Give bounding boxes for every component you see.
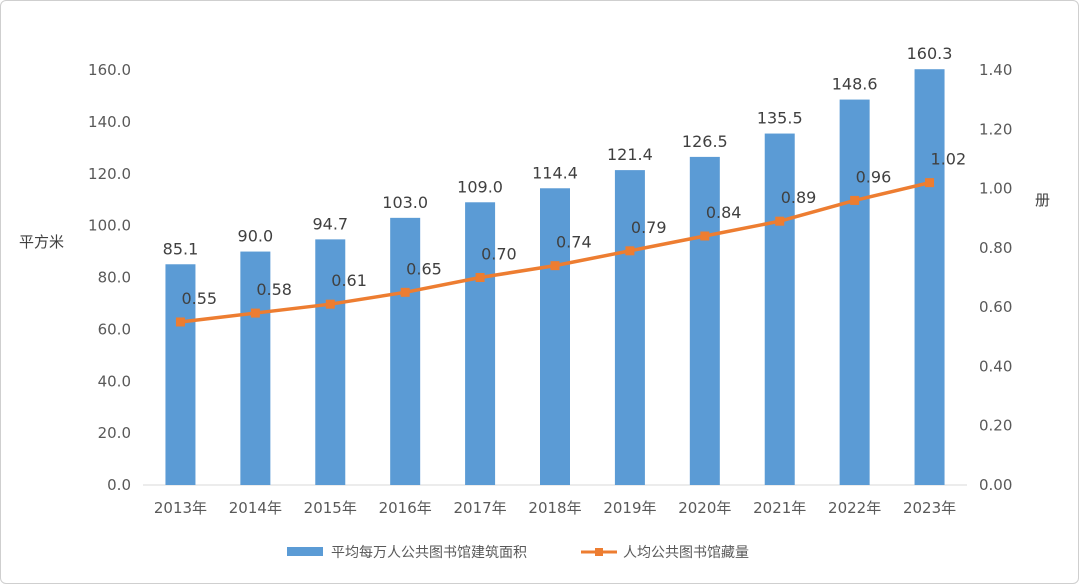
x-axis-tick-label: 2023年 bbox=[903, 499, 956, 517]
bar-value-label: 85.1 bbox=[163, 239, 199, 258]
x-axis-tick-label: 2013年 bbox=[154, 499, 207, 517]
right-axis-tick-label: 1.00 bbox=[979, 180, 1012, 198]
legend-label-bar: 平均每万人公共图书馆建筑面积 bbox=[331, 545, 527, 561]
line-value-label: 0.55 bbox=[181, 289, 217, 308]
bar-value-label: 94.7 bbox=[312, 214, 348, 233]
bar bbox=[914, 69, 945, 486]
line-value-label: 0.89 bbox=[781, 188, 817, 207]
x-axis-tick-label: 2020年 bbox=[678, 499, 731, 517]
line-marker bbox=[850, 195, 860, 205]
left-axis-tick-label: 20.0 bbox=[98, 424, 131, 442]
right-axis-tick-label: 0.20 bbox=[979, 417, 1012, 435]
left-axis-tick-label: 0.0 bbox=[107, 476, 131, 494]
left-axis-tick-label: 120.0 bbox=[88, 165, 131, 183]
x-axis-tick-label: 2017年 bbox=[453, 499, 506, 517]
line-series bbox=[175, 178, 935, 327]
line-marker bbox=[700, 231, 710, 241]
line-value-label: 0.61 bbox=[331, 271, 367, 290]
right-axis-tick-label: 0.40 bbox=[979, 357, 1012, 375]
x-axis-tick-label: 2014年 bbox=[229, 499, 282, 517]
legend-label-line: 人均公共图书馆藏量 bbox=[623, 545, 749, 561]
line-marker bbox=[400, 287, 410, 297]
bar bbox=[315, 239, 346, 485]
bar-value-label: 103.0 bbox=[382, 193, 428, 212]
bar bbox=[614, 170, 645, 485]
right-axis-tick-label: 0.80 bbox=[979, 239, 1012, 257]
legend-swatch-line-marker bbox=[595, 548, 603, 556]
bar-value-label: 148.6 bbox=[832, 75, 878, 94]
right-axis-tick-label: 0.00 bbox=[979, 476, 1012, 494]
line-marker bbox=[925, 178, 935, 188]
left-axis-title: 平方米 bbox=[19, 233, 64, 251]
line-value-label: 1.02 bbox=[931, 150, 967, 169]
bar-value-label: 114.4 bbox=[532, 163, 578, 182]
bar bbox=[839, 99, 870, 485]
left-axis-ticks: 0.0 20.0 40.0 60.0 80.0 100.0 120.0 140.0 160.0 bbox=[88, 61, 131, 494]
bar bbox=[540, 188, 570, 485]
line-value-label: 0.74 bbox=[556, 233, 592, 252]
line-value-label: 0.96 bbox=[856, 167, 892, 186]
bar-value-label: 126.5 bbox=[682, 132, 728, 151]
bar bbox=[689, 156, 720, 485]
right-axis-tick-label: 1.20 bbox=[979, 120, 1012, 138]
line-value-label: 0.84 bbox=[706, 203, 742, 222]
bar-value-label: 121.4 bbox=[607, 145, 653, 164]
x-axis-tick-label: 2019年 bbox=[603, 499, 656, 517]
right-axis-tick-label: 1.40 bbox=[979, 61, 1012, 79]
bar-value-label: 90.0 bbox=[238, 227, 274, 246]
line-data-labels: 0.55 0.58 0.61 0.65 0.70 0.74 0.79 0.84 0.89 0.96… bbox=[181, 150, 966, 308]
bar-data-labels: 85.1 90.0 94.7 103.0 109.0 114.4 121.4 126.5 135… bbox=[163, 44, 953, 258]
bar bbox=[764, 133, 795, 485]
line-marker bbox=[625, 246, 635, 256]
bar bbox=[240, 251, 271, 485]
bar-value-label: 109.0 bbox=[457, 177, 503, 196]
bar bbox=[165, 264, 196, 485]
x-axis-tick-label: 2015年 bbox=[304, 499, 357, 517]
line-marker bbox=[775, 216, 785, 226]
left-axis-tick-label: 60.0 bbox=[98, 320, 131, 338]
x-axis-tick-label: 2021年 bbox=[753, 499, 806, 517]
line-marker bbox=[175, 317, 185, 327]
bar bbox=[390, 217, 421, 485]
line-value-label: 0.58 bbox=[256, 280, 292, 299]
bar-series bbox=[165, 69, 945, 486]
line-value-label: 0.70 bbox=[481, 245, 517, 264]
x-axis-ticks: 2013年 2014年 2015年 2016年 2017年 2018年 2019年 2020年… bbox=[154, 499, 956, 517]
x-axis-tick-label: 2018年 bbox=[528, 499, 581, 517]
right-axis-title: 册 bbox=[1035, 191, 1050, 209]
x-axis-tick-label: 2016年 bbox=[379, 499, 432, 517]
left-axis-tick-label: 160.0 bbox=[88, 61, 131, 79]
right-axis-ticks: 0.00 0.20 0.40 0.60 0.80 1.00 1.20 1.40 bbox=[979, 61, 1012, 494]
left-axis-tick-label: 100.0 bbox=[88, 217, 131, 235]
legend-swatch-bar bbox=[287, 547, 323, 556]
right-axis-tick-label: 0.60 bbox=[979, 298, 1012, 316]
line-value-label: 0.79 bbox=[631, 218, 667, 237]
bar-value-label: 160.3 bbox=[907, 44, 953, 63]
line-marker bbox=[475, 273, 485, 282]
line-marker bbox=[325, 299, 335, 309]
x-axis-tick-label: 2022年 bbox=[828, 499, 881, 517]
left-axis-tick-label: 40.0 bbox=[98, 372, 131, 390]
line-marker bbox=[550, 261, 560, 271]
legend: 平均每万人公共图书馆建筑面积 人均公共图书馆藏量 bbox=[287, 545, 749, 561]
line-value-label: 0.65 bbox=[406, 259, 442, 278]
bar-value-label: 135.5 bbox=[757, 109, 803, 128]
left-axis-tick-label: 140.0 bbox=[88, 113, 131, 131]
left-axis-tick-label: 80.0 bbox=[98, 269, 131, 287]
line-marker bbox=[250, 308, 260, 318]
bar bbox=[465, 202, 496, 485]
